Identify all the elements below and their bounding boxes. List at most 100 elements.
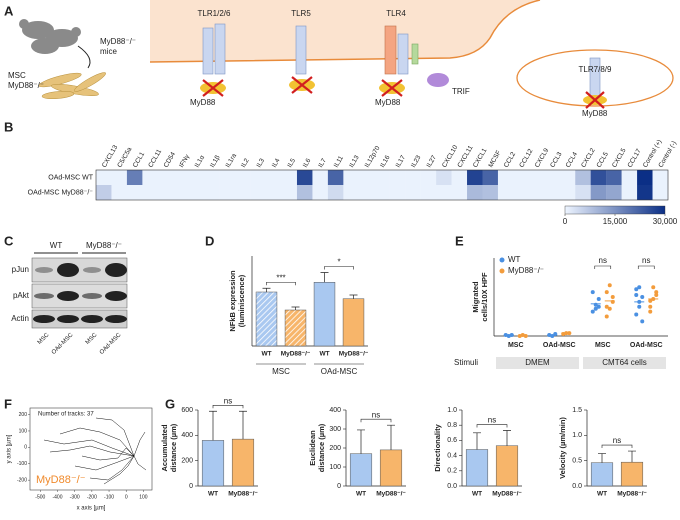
column-label: IL23: [410, 154, 423, 169]
x-tick-label: 0: [125, 494, 128, 500]
bar: [231, 438, 255, 487]
panel-label: A: [4, 3, 14, 18]
x-tick-label: OAd-MSC: [543, 342, 576, 349]
heat-cell: [590, 185, 607, 200]
endosome: [516, 49, 674, 107]
significance-bracket: [324, 266, 354, 270]
x-tick-label: -200: [87, 494, 97, 500]
error-bar: [473, 432, 481, 450]
dot: [634, 287, 639, 292]
dot: [654, 290, 659, 295]
y-tick-label: 400: [181, 432, 193, 439]
dot: [593, 306, 598, 311]
y-tick-label: 0.0: [447, 483, 457, 490]
column-label: CD54: [163, 151, 178, 169]
receptor-label: TLR5: [291, 9, 311, 18]
y-tick-label: 600: [181, 407, 193, 414]
legend-label: MyD88⁻/⁻: [508, 266, 544, 275]
dot: [590, 309, 595, 314]
msc-label: MyD88⁻/⁻: [8, 81, 44, 90]
bar: [255, 291, 278, 347]
heat-cell: [544, 185, 560, 200]
y-tick-label: 200: [181, 458, 193, 465]
x-tick-label: WT: [356, 491, 366, 498]
heat-cell: [219, 185, 236, 200]
colorbar-tick-label: 0: [563, 217, 568, 226]
x-tick-label: WT: [319, 351, 329, 358]
y-tick-label: 1.5: [572, 407, 582, 414]
blot: [31, 252, 128, 329]
panel-label: B: [4, 119, 13, 134]
track-plot-frame: [29, 407, 153, 491]
heat-cell: [405, 185, 421, 200]
x-tick-label: WT: [597, 491, 607, 498]
column-label: CCL17: [627, 148, 643, 169]
column-label: CCL2: [503, 151, 518, 169]
heat-cell: [482, 185, 499, 200]
y-axis-label: (luminiscence): [237, 274, 246, 327]
significance-label: ns: [613, 436, 621, 445]
x-tick-label: MyD88⁻/⁻: [376, 491, 406, 498]
significance-bracket: [594, 265, 612, 269]
error-bar: [320, 272, 329, 283]
heat-cell: [374, 170, 390, 185]
panel-label: G: [165, 396, 175, 411]
dot: [590, 290, 595, 295]
dot: [637, 304, 642, 309]
heat-cell: [374, 185, 390, 200]
x-tick-label: 100: [139, 494, 148, 500]
column-label: IL4: [271, 157, 282, 169]
dot: [640, 295, 645, 299]
bar: [465, 449, 489, 487]
dot: [596, 304, 601, 309]
heat-cell: [250, 170, 267, 185]
extracellular: [150, 0, 540, 62]
tracks: [43, 417, 147, 485]
y-tick-label: 1.0: [572, 432, 582, 439]
y-tick-label: 0: [337, 483, 341, 490]
error-bar: [503, 430, 511, 446]
dot: [604, 290, 609, 295]
heat-cell: [513, 170, 530, 185]
dot: [637, 285, 642, 290]
x-tick-label: -400: [52, 494, 62, 500]
error-bar: [387, 424, 395, 450]
heat-cell: [467, 185, 483, 200]
legend-marker: [499, 257, 505, 263]
column-label: CCL3: [549, 151, 564, 169]
y-tick-label: 0.0: [572, 483, 582, 490]
panel-label: F: [4, 396, 12, 411]
heat-cell: [235, 185, 251, 200]
heat-cell: [96, 185, 112, 200]
heat-cell: [497, 170, 514, 185]
x-tick-label: OAd-MSC: [630, 342, 663, 349]
y-axis-label: Accumulated: [160, 424, 169, 472]
significance-label: ns: [642, 256, 650, 265]
column-label: IL3: [255, 157, 266, 169]
heat-cell: [188, 185, 205, 200]
error-bar: [628, 450, 636, 463]
y-tick-label: -200: [17, 477, 27, 483]
y-axis-label: NFkB expression: [228, 270, 237, 332]
heat-cell: [157, 185, 174, 200]
column-label: CCL5: [596, 151, 611, 169]
significance-label: ns: [372, 410, 380, 419]
y-tick-label: 0.8: [447, 422, 457, 429]
heat-cell: [621, 170, 638, 185]
error-bar: [357, 429, 365, 454]
myd88-blocked: [200, 76, 607, 109]
dot: [634, 312, 639, 317]
heat-cell: [111, 185, 128, 200]
stimuli-box: [583, 357, 666, 369]
y-tick-label: 100: [19, 428, 28, 434]
heat-cell: [250, 185, 267, 200]
heatmap-frame: [95, 169, 669, 201]
heat-cell: [420, 170, 437, 185]
adaptor-label: MyD88: [375, 98, 401, 107]
bar: [201, 440, 225, 487]
x-tick-label: MyD88⁻/⁻: [492, 491, 522, 498]
y-axis-label: Euclidean: [308, 430, 317, 466]
receptors: [202, 23, 601, 97]
receptor-label: TLR4: [386, 9, 406, 18]
y-tick-label: 0.6: [447, 437, 457, 444]
